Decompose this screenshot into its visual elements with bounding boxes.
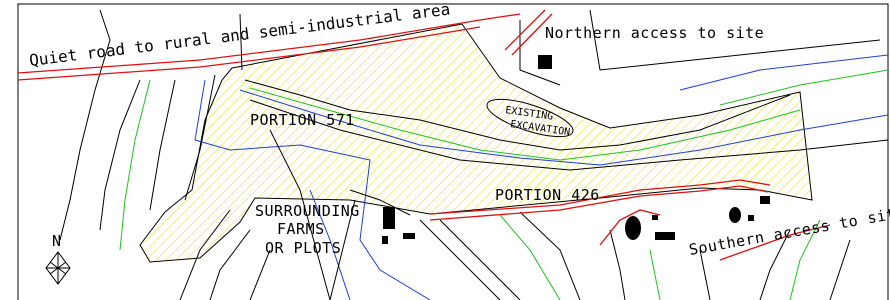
north-label: N	[52, 232, 62, 250]
surrounding-label: OR PLOTS	[265, 239, 341, 257]
northern-access-label: Northern access to site	[545, 24, 764, 42]
page: {"labels": { "road": "Quiet road to rura…	[0, 0, 890, 300]
portion-label: PORTION 571	[250, 111, 355, 129]
surrounding-label: FARMS	[277, 220, 325, 238]
portion-label: PORTION 426	[495, 186, 600, 204]
surrounding-label: SURROUNDING	[255, 202, 360, 220]
site-plan: Quiet road to rural and semi-industrial …	[0, 0, 890, 300]
